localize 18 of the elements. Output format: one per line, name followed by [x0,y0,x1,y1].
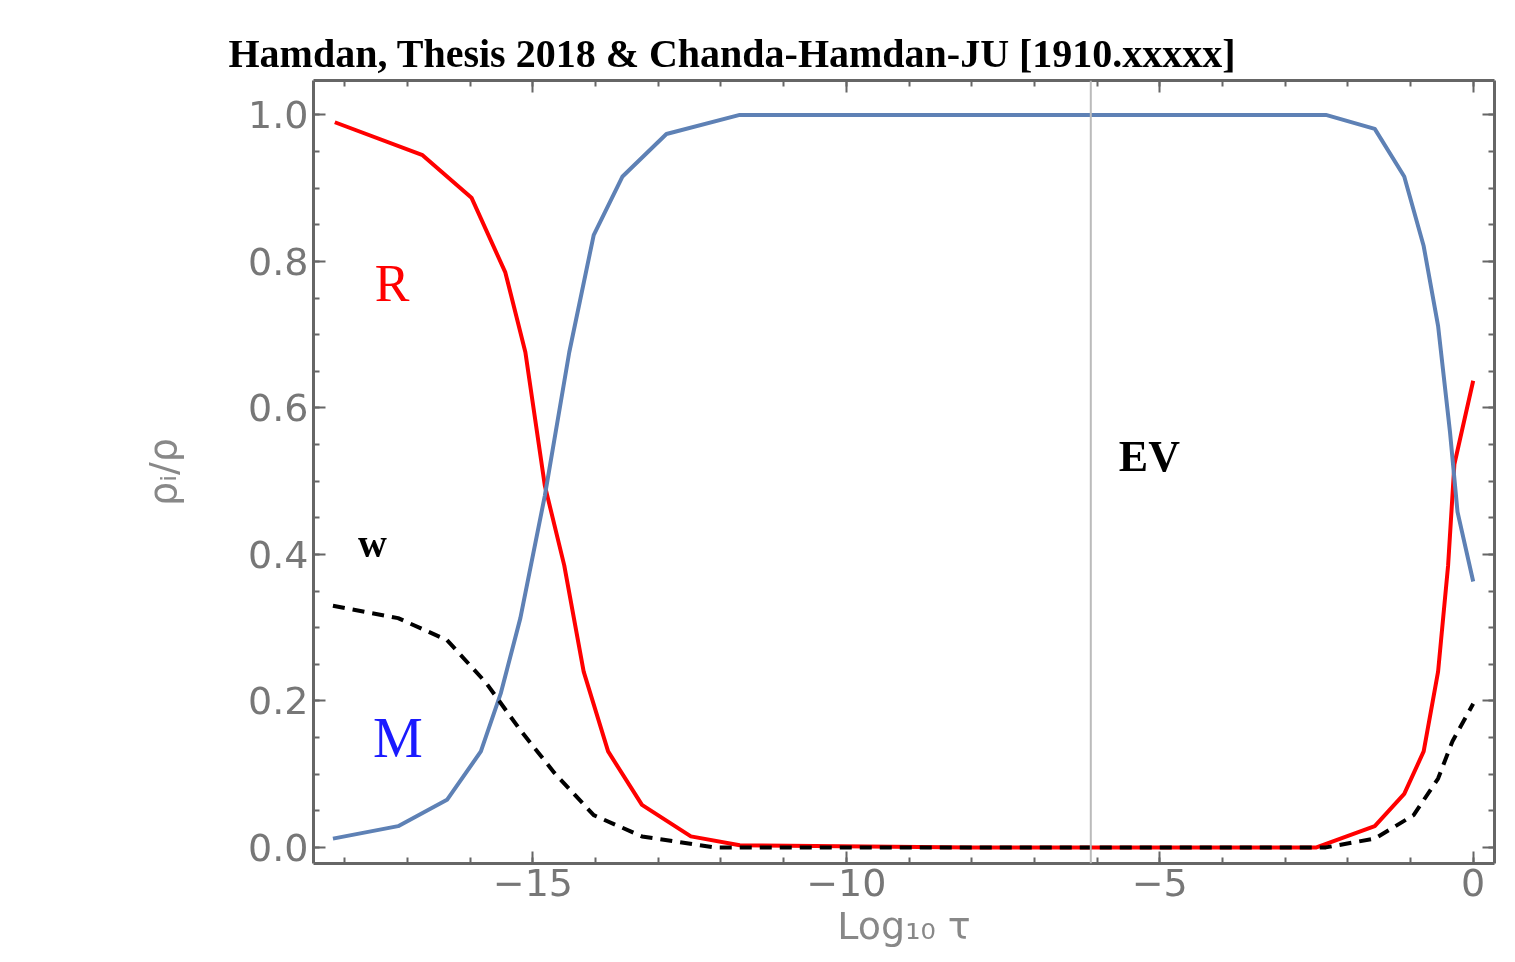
y-tick-label: 0.2 [248,679,309,724]
ref-line-label: EV [1118,432,1181,482]
chart-title: Hamdan, Thesis 2018 & Chanda-Hamdan-JU [1910.xxxxx] [228,30,1236,76]
y-axis-title: ρᵢ/ρ [141,438,186,506]
x-axis-title: Log₁₀ τ [837,903,971,948]
y-tick-label: 0.8 [248,239,309,284]
series-label: M [372,706,423,769]
x-tick-label: −10 [806,860,887,905]
x-tick-label: 0 [1461,860,1486,905]
y-tick-label: 0.0 [248,825,309,870]
line-series [330,603,1476,850]
y-tick-label: 1.0 [248,93,309,138]
series-label: R [374,255,410,313]
x-tick-label: −5 [1131,860,1188,905]
x-tick-label: −15 [492,860,574,905]
series-label: w [357,520,387,566]
y-tick-label: 0.4 [248,532,309,577]
y-tick-label: 0.6 [248,386,309,431]
